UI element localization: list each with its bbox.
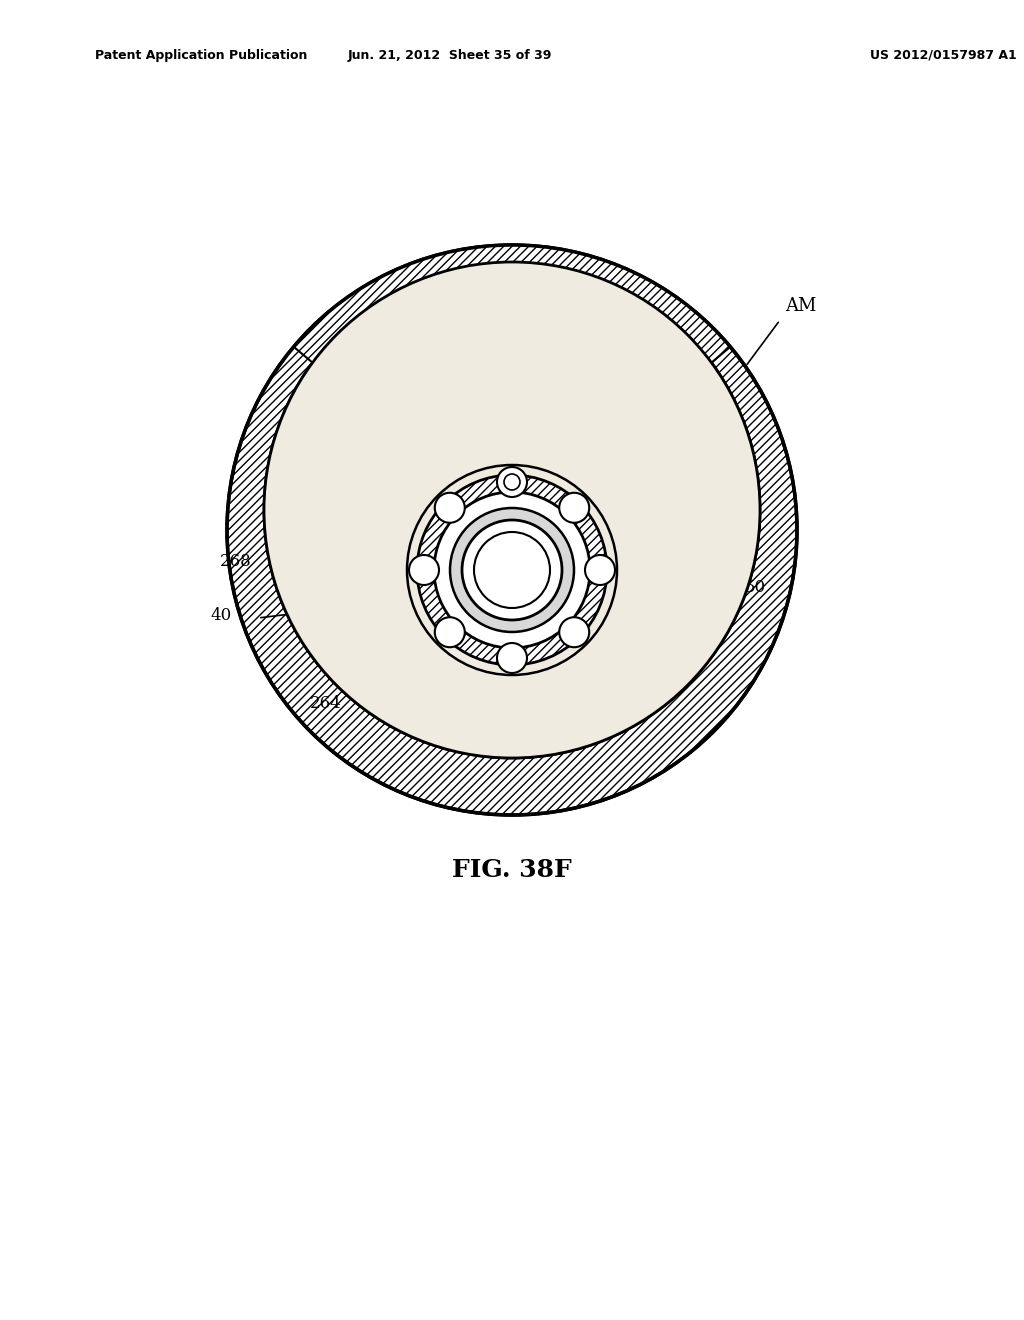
- Text: 40: 40: [210, 607, 231, 624]
- Text: US 2012/0157987 A1: US 2012/0157987 A1: [870, 49, 1017, 62]
- Circle shape: [462, 520, 562, 620]
- Circle shape: [264, 261, 760, 758]
- Circle shape: [450, 508, 574, 632]
- Circle shape: [504, 474, 520, 490]
- Circle shape: [435, 618, 465, 647]
- Circle shape: [559, 492, 589, 523]
- Text: 264: 264: [310, 694, 342, 711]
- Text: Patent Application Publication: Patent Application Publication: [95, 49, 307, 62]
- Circle shape: [497, 467, 527, 498]
- Circle shape: [417, 475, 607, 665]
- Circle shape: [585, 554, 615, 585]
- Text: 268: 268: [220, 553, 252, 570]
- Circle shape: [435, 492, 465, 523]
- Circle shape: [409, 554, 439, 585]
- Circle shape: [559, 618, 589, 647]
- Text: 50: 50: [745, 578, 766, 595]
- Circle shape: [434, 492, 590, 648]
- Circle shape: [497, 643, 527, 673]
- Wedge shape: [294, 246, 730, 531]
- Text: FIG. 38F: FIG. 38F: [453, 858, 571, 882]
- Text: V: V: [506, 718, 518, 735]
- Circle shape: [227, 246, 797, 814]
- Text: AM: AM: [785, 297, 816, 315]
- Circle shape: [264, 261, 760, 758]
- Circle shape: [474, 532, 550, 609]
- Text: Jun. 21, 2012  Sheet 35 of 39: Jun. 21, 2012 Sheet 35 of 39: [348, 49, 552, 62]
